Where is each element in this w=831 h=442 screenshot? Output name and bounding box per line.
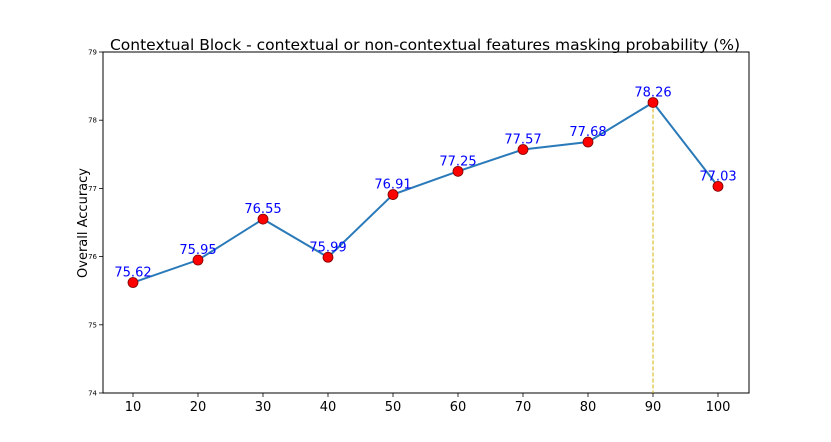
- x-tick-label: 100: [706, 400, 731, 415]
- x-tick-label: 30: [255, 400, 272, 415]
- y-tick-label: 74: [88, 390, 97, 398]
- data-points: [127, 97, 724, 288]
- x-tick-label: 90: [645, 400, 662, 415]
- data-point: [712, 180, 724, 192]
- data-labels: 75.62 75.95 76.55 75.99 76.91 77.25 77.57 77.68…: [114, 85, 736, 280]
- data-point: [517, 144, 529, 155]
- y-axis-label: Overall Accuracy: [76, 168, 91, 278]
- data-label: 77.57: [504, 133, 541, 148]
- data-label: 77.25: [439, 154, 476, 169]
- data-point: [127, 277, 139, 288]
- data-point: [452, 165, 464, 177]
- data-point: [257, 213, 269, 225]
- x-tick-label: 20: [190, 400, 207, 415]
- x-tick-label: 70: [515, 400, 532, 415]
- data-label: 75.62: [114, 266, 151, 281]
- y-tick-label: 76: [88, 253, 97, 261]
- data-label: 77.03: [699, 169, 736, 184]
- plot-area-frame: [102, 51, 750, 394]
- data-label: 75.99: [309, 240, 346, 255]
- data-point: [387, 189, 399, 200]
- data-label: 75.95: [179, 243, 216, 258]
- chart-title: Contextual Block - contextual or non-con…: [110, 36, 740, 54]
- data-label: 78.26: [634, 85, 671, 100]
- y-tick-label: 78: [88, 117, 97, 125]
- series-line: [132, 101, 719, 284]
- y-tick-label: 75: [88, 321, 97, 329]
- y-axis-ticks: 74 75 76 77 78 79: [88, 49, 103, 398]
- x-tick-label: 40: [320, 400, 337, 415]
- x-axis-ticks: 10 20 30 40 50 60 70 80 90 100: [125, 393, 731, 415]
- data-point: [582, 136, 594, 148]
- series-group: [132, 101, 719, 284]
- y-tick-label: 77: [88, 185, 97, 193]
- x-tick-label: 50: [385, 400, 402, 415]
- x-tick-label: 60: [450, 400, 467, 415]
- x-tick-label: 80: [580, 400, 597, 415]
- data-label: 76.55: [244, 202, 281, 217]
- y-tick-label: 79: [88, 49, 97, 57]
- data-label: 76.91: [374, 178, 411, 193]
- data-point: [322, 251, 334, 263]
- data-label: 77.68: [569, 125, 606, 140]
- x-tick-label: 10: [125, 400, 142, 415]
- data-point: [647, 97, 659, 108]
- data-point: [192, 254, 204, 266]
